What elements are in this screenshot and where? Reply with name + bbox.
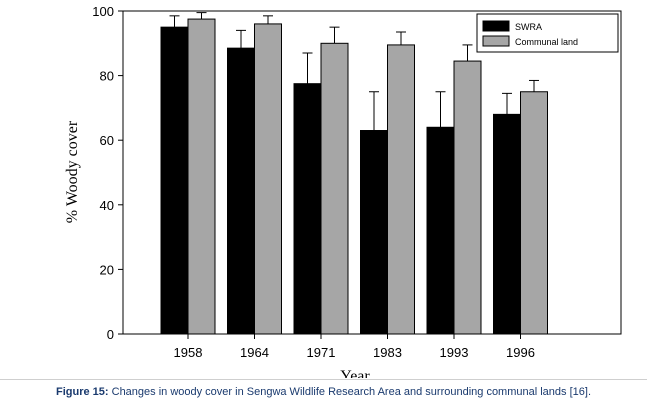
y-tick-label: 20	[100, 262, 114, 277]
x-tick-label: 1971	[307, 345, 336, 360]
y-axis-label: % Woody cover	[64, 120, 81, 223]
bar	[227, 47, 255, 335]
bar	[493, 113, 521, 335]
x-axis-label: Year	[340, 368, 370, 378]
x-tick-label: 1993	[440, 345, 469, 360]
bar	[453, 60, 482, 335]
caption-text: Changes in woody cover in Sengwa Wildlif…	[108, 386, 591, 398]
legend-swatch	[482, 20, 510, 32]
bar	[254, 23, 282, 335]
x-tick-label: 1964	[240, 345, 269, 360]
bars	[160, 12, 548, 335]
figure-caption: Figure 15: Changes in woody cover in Sen…	[0, 386, 647, 398]
y-tick-label: 60	[100, 133, 114, 148]
caption-label: Figure 15:	[55, 386, 109, 398]
y-tick-label: 80	[100, 69, 114, 84]
legend-label: Communal land	[515, 37, 578, 47]
bar	[426, 126, 455, 335]
bar	[320, 42, 349, 335]
bar	[293, 83, 322, 335]
bar	[520, 91, 548, 335]
bar	[187, 18, 216, 335]
legend-swatch	[482, 35, 510, 47]
legend: SWRA Communal land	[476, 13, 619, 53]
bar	[387, 44, 415, 335]
y-tick-label: 100	[92, 4, 114, 19]
x-tick-label: 1996	[506, 345, 535, 360]
legend-label: SWRA	[515, 22, 542, 32]
y-tick-label: 0	[107, 327, 114, 342]
x-tick-label: 1983	[373, 345, 402, 360]
bar-chart: 0 20 40 60 80 100 1958 1964 1971 1983 1993 1996 SWR…	[64, 4, 622, 378]
bar	[160, 26, 189, 335]
bar	[360, 130, 388, 335]
x-tick-label: 1958	[174, 345, 203, 360]
y-tick-label: 40	[100, 198, 114, 213]
caption-separator	[0, 379, 647, 380]
